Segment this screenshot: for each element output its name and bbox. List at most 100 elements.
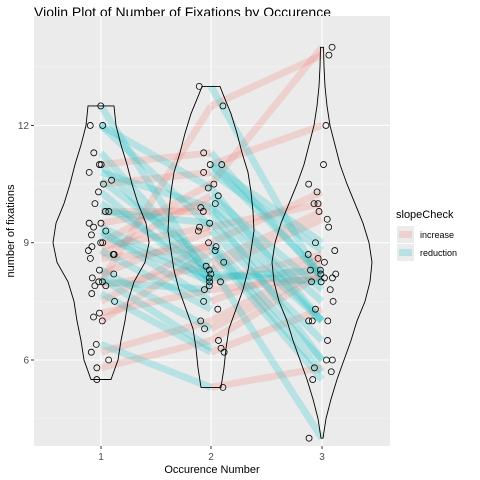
data-point-3 (331, 247, 339, 254)
slope-line-reduction (210, 266, 323, 282)
data-point-1 (88, 231, 95, 239)
data-point-1 (93, 364, 101, 372)
data-point-2 (219, 102, 227, 110)
slope-line-reduction (210, 270, 323, 286)
slope-line-reduction (208, 161, 325, 246)
slope-line-reduction (99, 223, 213, 282)
data-point-2 (197, 204, 205, 211)
data-point-1 (88, 243, 96, 251)
slope-line-increase (99, 192, 213, 258)
slope-line-increase (209, 51, 324, 110)
data-point-3 (323, 215, 331, 223)
slope-line-increase (99, 247, 213, 324)
x-tick-label: 1 (98, 452, 104, 463)
data-point-1 (97, 219, 105, 227)
slope-line-reduction (208, 220, 325, 324)
data-point-2 (205, 282, 213, 290)
data-point-1 (96, 266, 103, 274)
data-point-3 (311, 364, 318, 372)
data-point-1 (102, 208, 109, 215)
data-point-1 (85, 247, 92, 254)
slope-line-increase (99, 181, 213, 246)
data-point-3 (308, 278, 315, 286)
x-axis-title: Occurence Number (164, 464, 260, 476)
slope-line-reduction (99, 122, 213, 192)
data-point-1 (93, 376, 101, 383)
data-point-3 (308, 317, 316, 325)
legend-title: slopeCheck (396, 209, 454, 221)
data-point-2 (195, 82, 203, 90)
data-point-1 (110, 251, 118, 258)
data-point-1 (85, 168, 93, 176)
data-point-2 (207, 270, 215, 278)
slope-line-increase (100, 317, 212, 356)
legend-label-increase: increase (420, 230, 454, 240)
slope-line-reduction (99, 200, 213, 274)
data-point-3 (314, 200, 322, 208)
data-point-1 (87, 348, 95, 356)
slope-line-reduction (98, 162, 214, 285)
data-point-3 (321, 274, 328, 282)
slope-line-increase (98, 104, 214, 284)
data-point-1 (111, 297, 118, 305)
slope-line-reduction (208, 162, 325, 277)
data-point-1 (105, 356, 113, 364)
y-tick-label: 12 (18, 121, 30, 132)
slope-line-increase (209, 255, 324, 305)
data-point-3 (332, 270, 340, 278)
data-point-2 (211, 200, 219, 208)
data-point-2 (218, 161, 226, 168)
data-point-2 (215, 337, 222, 344)
slope-line-increase (100, 149, 212, 169)
data-point-2 (217, 278, 224, 286)
data-point-3 (316, 266, 324, 274)
data-point-2 (219, 383, 227, 391)
data-point-1 (102, 227, 110, 235)
slope-line-increase (100, 337, 212, 372)
slope-line-reduction (208, 248, 325, 382)
data-point-1 (90, 313, 97, 321)
data-point-3 (305, 180, 313, 188)
data-point-3 (325, 223, 333, 231)
legend-key-bg (397, 226, 414, 243)
slope-line-increase (210, 200, 323, 231)
slope-line-increase (209, 305, 324, 356)
data-point-3 (312, 305, 319, 313)
data-point-1 (90, 149, 98, 157)
slope-line-reduction (208, 201, 325, 304)
x-tick-label: 2 (208, 452, 214, 463)
data-point-2 (212, 243, 220, 251)
data-point-2 (205, 274, 213, 282)
slope-line-reduction (208, 185, 325, 324)
data-point-2 (200, 286, 208, 294)
data-point-3 (305, 317, 313, 325)
data-point-2 (194, 227, 202, 235)
slope-line-reduction (208, 228, 325, 343)
slope-line-reduction (98, 122, 214, 230)
data-point-1 (102, 282, 110, 290)
slope-line-reduction (98, 177, 214, 266)
slope-line-increase (100, 286, 212, 317)
slope-line-reduction (99, 290, 213, 356)
data-point-3 (312, 239, 319, 247)
data-point-1 (108, 176, 116, 184)
data-point-2 (206, 219, 214, 227)
slope-line-reduction (208, 150, 325, 281)
slope-line-reduction (99, 228, 213, 305)
violin-1 (52, 105, 150, 380)
data-point-2 (206, 161, 214, 168)
data-point-2 (196, 223, 203, 231)
data-point-2 (220, 258, 228, 266)
data-point-1 (88, 274, 96, 282)
y-tick-label: 9 (23, 238, 29, 249)
slope-line-increase (99, 227, 213, 278)
slope-line-increase (209, 270, 324, 344)
slope-line-reduction (100, 278, 212, 294)
slope-line-increase (209, 266, 324, 332)
data-point-1 (86, 254, 94, 262)
slope-line-increase (209, 188, 324, 246)
data-point-3 (321, 258, 328, 266)
data-point-3 (329, 274, 336, 282)
data-point-3 (320, 161, 327, 168)
data-point-1 (96, 161, 103, 168)
